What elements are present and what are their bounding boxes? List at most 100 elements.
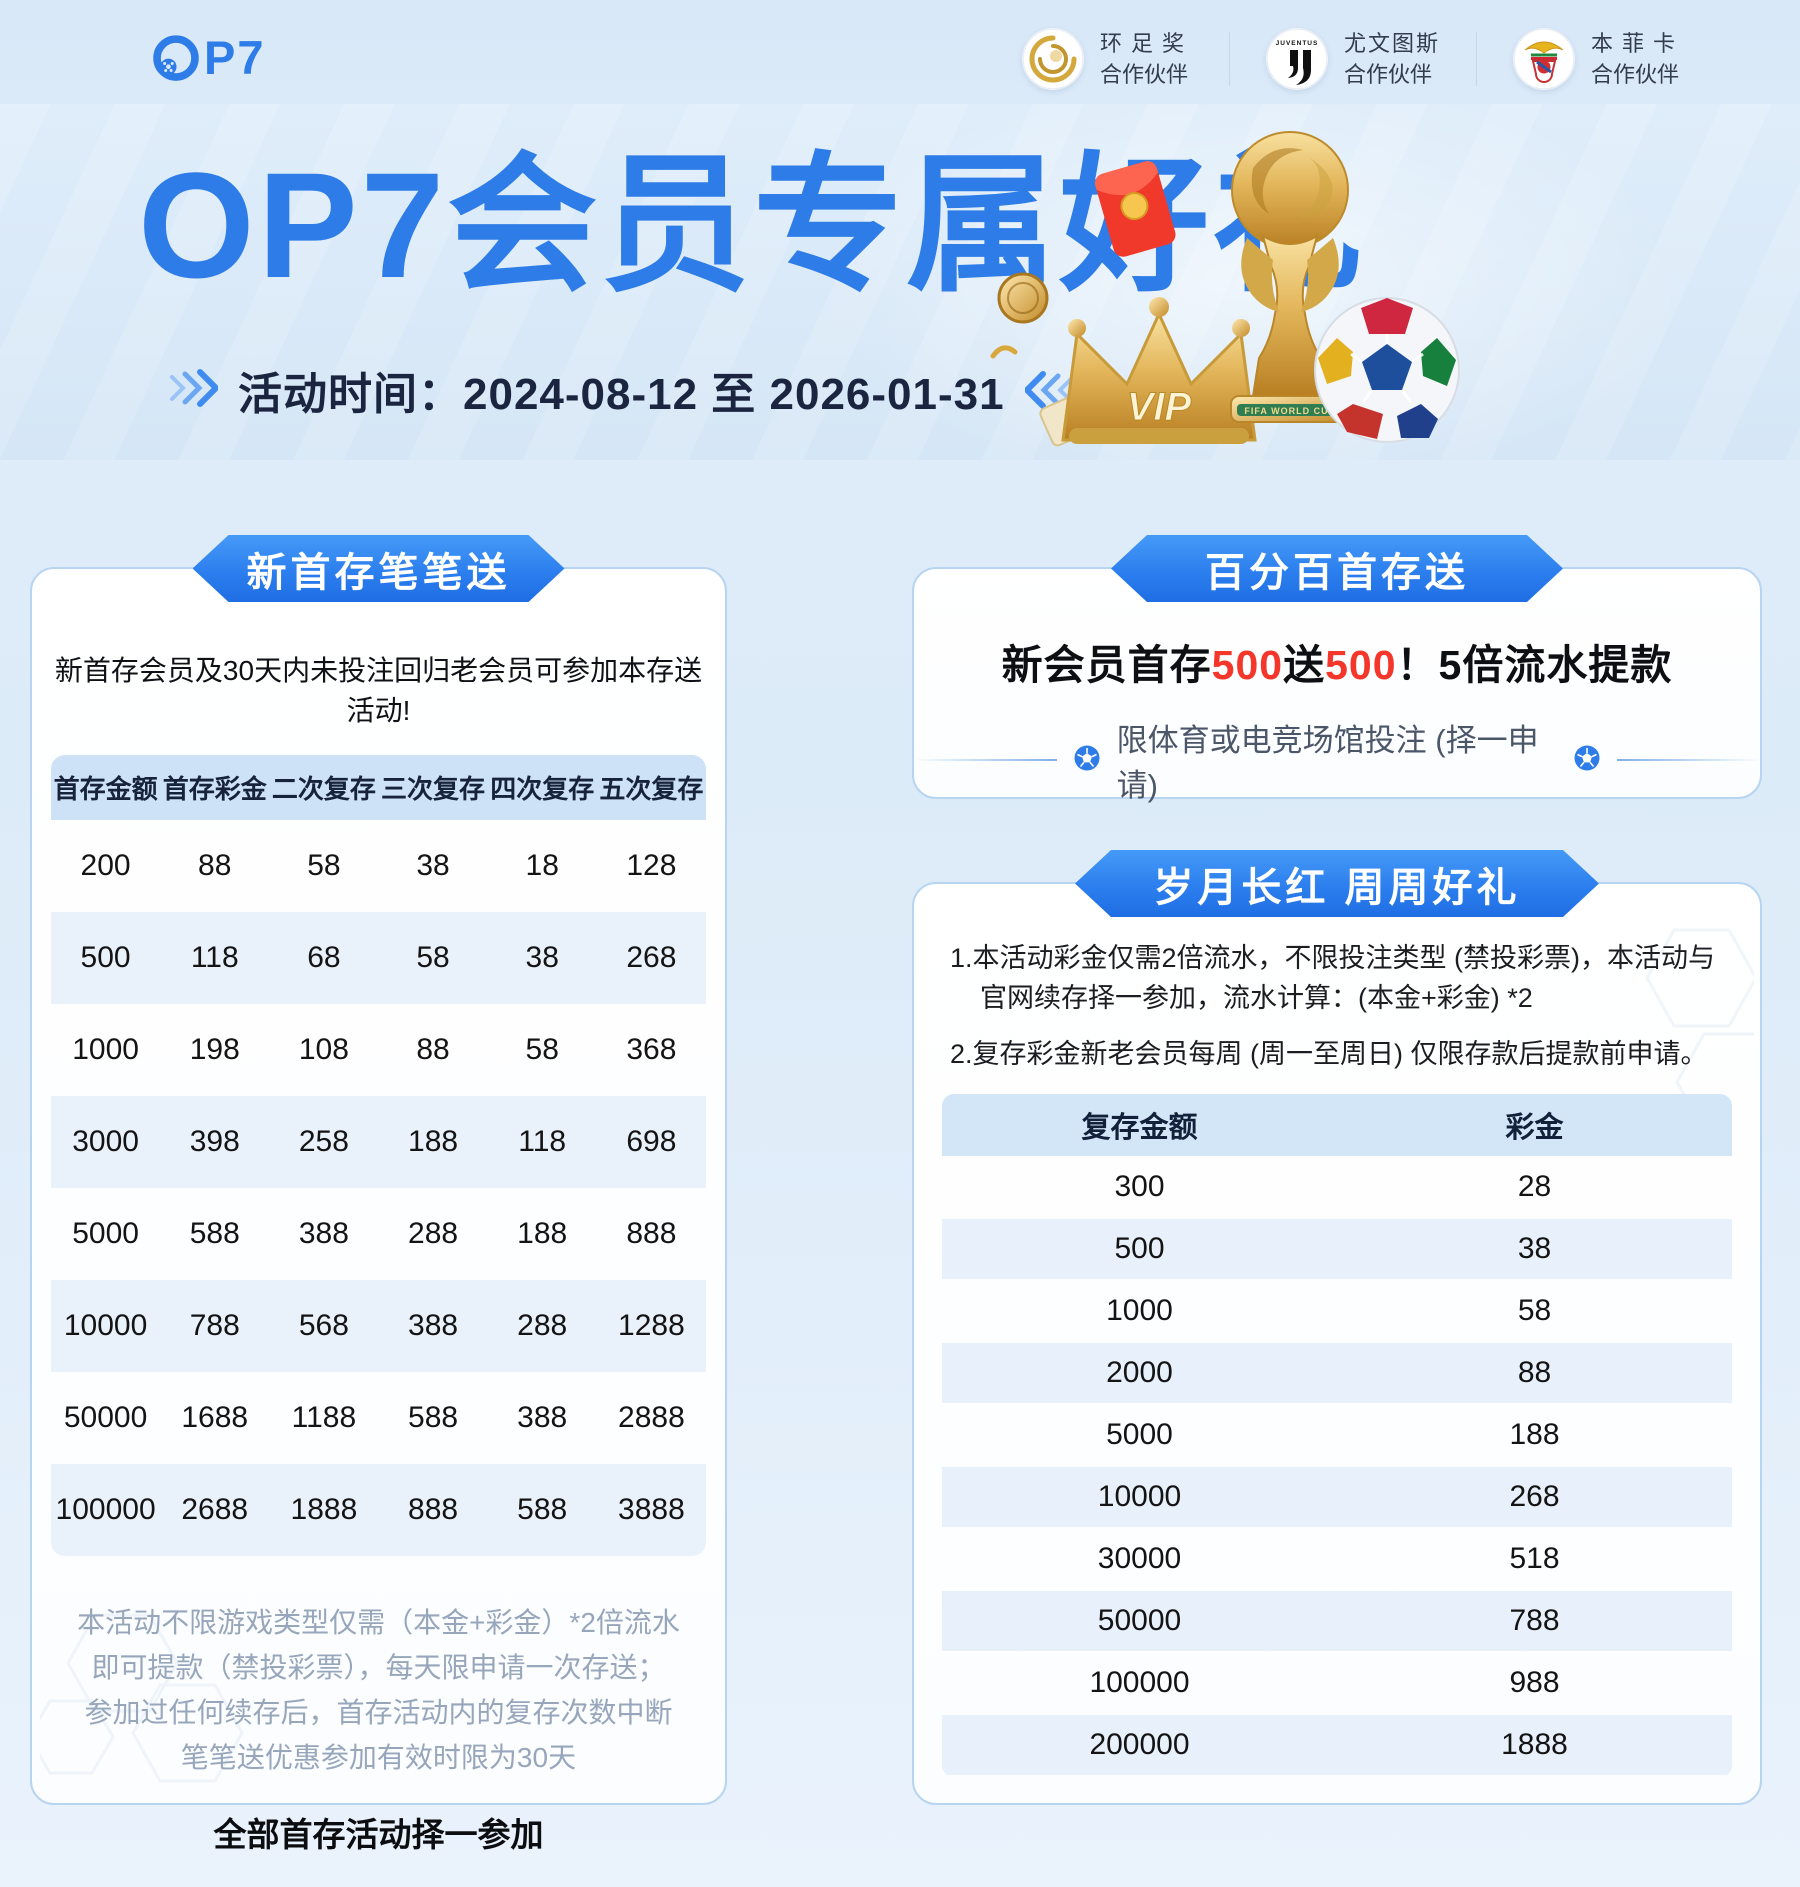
brand-logo: P7 [150,31,266,88]
cell: 28 [1337,1156,1732,1219]
cell: 288 [487,1280,597,1372]
table-row: 10000 268 [942,1466,1732,1529]
cell: 100000 [51,1464,161,1556]
cell: 2688 [160,1464,270,1556]
cell: 988 [1337,1652,1732,1715]
cell: 588 [189,1217,240,1250]
cell: 50000 [942,1590,1337,1653]
panel-banner: 百分百首存送 [1111,535,1563,602]
panel-terms: 本活动不限游戏类型仅需（本金+彩金）*2倍流水 即可提款（禁投彩票），每天限申请… [32,1600,725,1780]
cell: 1000 [942,1280,1337,1343]
headline-amount: 500 [1325,642,1397,688]
first-deposit-panel: 新首存笔笔送 新首存会员及30天内未投注回归老会员可参加本存送活动! 首存金额 … [30,567,727,1853]
hexagon-pattern [1645,928,1754,1124]
partner-globe-soccer: 环足奖 合作伙伴 [1021,28,1193,90]
cell: 788 [160,1280,270,1372]
cell: 388 [517,1401,568,1434]
cell: 30000 [942,1528,1337,1591]
cell: 268 [596,912,706,1004]
table-row: 500 118 68 58 38 268 [51,912,706,1004]
cell: 698 [596,1096,706,1188]
divider [1617,759,1760,761]
headline-part: ！5倍流水提款 [1396,642,1673,688]
svg-text:FIFA WORLD CUP: FIFA WORLD CUP [1244,406,1335,416]
column-header: 首存彩金 [160,755,270,820]
table-row: 10000 788 568 388 288 1288 [51,1280,706,1372]
cell: 398 [160,1096,270,1188]
coin-icon [997,272,1049,324]
partner-label: 环足奖 合作伙伴 [1099,31,1193,87]
cell: 188 [1337,1404,1732,1467]
cell: 888 [378,1464,488,1556]
cell: 88 [1337,1342,1732,1405]
column-header: 彩金 [1337,1094,1732,1156]
partner-juventus: JUVENTUS 尤文图斯 合作伙伴 [1265,28,1440,90]
table-row: 200000 1888 [942,1714,1732,1777]
vip-crown-icon: VIP [1061,297,1257,444]
redeposit-table: 复存金额 彩金 300 28 500 38 1000 58 [942,1094,1732,1777]
cell: 1288 [596,1280,706,1372]
globe-soccer-award-icon [1021,28,1084,90]
logo-text: P7 [204,30,266,84]
cell: 188 [517,1217,568,1250]
cell: 388 [378,1280,488,1372]
benfica-crest-icon [1512,28,1575,90]
headline-part: 送 [1283,642,1326,688]
partner-label: 本菲卡 合作伙伴 [1590,31,1684,87]
cell: 500 [942,1218,1337,1281]
column-header: 三次复存 [378,755,488,820]
cell: 5000 [72,1217,139,1250]
cell: 500 [51,912,161,1004]
terms-line: 参加过任何续存后，首存活动内的复存次数中断 [84,1697,673,1728]
cell: 200000 [942,1714,1337,1777]
football-icon [1314,297,1460,443]
logo-football-icon [150,31,202,88]
table-row: 500 38 [942,1218,1732,1281]
cell: 50000 [63,1401,148,1434]
cell: 5000 [942,1404,1337,1467]
divider [914,759,1057,761]
top-bar: P7 环足奖 合作伙伴 [0,0,1800,104]
table-row: 50000 788 [942,1590,1732,1653]
cell: 128 [626,849,677,882]
cell: 38 [487,912,597,1004]
hero-illustration: 100 VIP FIFA WORLD CUP [990,131,1460,447]
chevrons-right-icon [166,368,221,413]
football-bullet-icon [1573,744,1601,777]
offer-restriction: 限体育或电竞场馆投注 (择一申请) [914,715,1760,805]
cell: 38 [416,849,450,882]
table-row: 2000 88 [942,1342,1732,1405]
hero-banner: OP7会员专属好礼 活动时间：2024-08-12 至 2026-01-31 [0,104,1800,460]
cell: 198 [189,1033,240,1066]
cell: 1888 [269,1464,379,1556]
cell: 788 [1337,1590,1732,1653]
red-envelope-icon [1095,161,1176,257]
table-row: 1000 198 108 88 58 368 [51,1004,706,1096]
partner-label: 尤文图斯 合作伙伴 [1343,31,1440,87]
world-cup-trophy-icon: FIFA WORLD CUP [1230,131,1350,423]
cell: 188 [378,1096,488,1188]
table-row: 1000 58 [942,1280,1732,1343]
cell: 2888 [618,1401,685,1434]
first-deposit-table: 首存金额 首存彩金 二次复存 三次复存 四次复存 五次复存 200 88 58 … [51,755,706,1556]
cell: 118 [160,912,270,1004]
cell: 288 [408,1217,459,1250]
table-row: 50000 1688 1188 588 388 2888 [51,1372,706,1464]
rule-line: 1.本活动彩金仅需2倍流水，不限投注类型 (禁投彩票)，本活动与官网续存择一参加… [950,943,1716,1013]
cell: 68 [269,912,379,1004]
restriction-text: 限体育或电竞场馆投注 (择一申请) [1116,723,1539,803]
svg-text:VIP: VIP [1127,385,1192,429]
column-header: 二次复存 [269,755,379,820]
table-header-row: 复存金额 彩金 [942,1094,1732,1156]
cell: 118 [487,1096,597,1188]
panel-banner: 岁月长红 周周好礼 [1075,850,1599,917]
headline-part: 新会员首存 [1001,642,1212,688]
table-row: 300 28 [942,1156,1732,1219]
cell: 268 [1337,1466,1732,1529]
cell: 88 [416,1033,450,1066]
cell: 3000 [51,1096,161,1188]
table-row: 5000 188 [942,1404,1732,1467]
cell: 58 [378,912,488,1004]
terms-line: 本活动不限游戏类型仅需（本金+彩金）*2倍流水 [77,1607,680,1638]
panel-banner: 新首存笔笔送 [193,535,565,602]
